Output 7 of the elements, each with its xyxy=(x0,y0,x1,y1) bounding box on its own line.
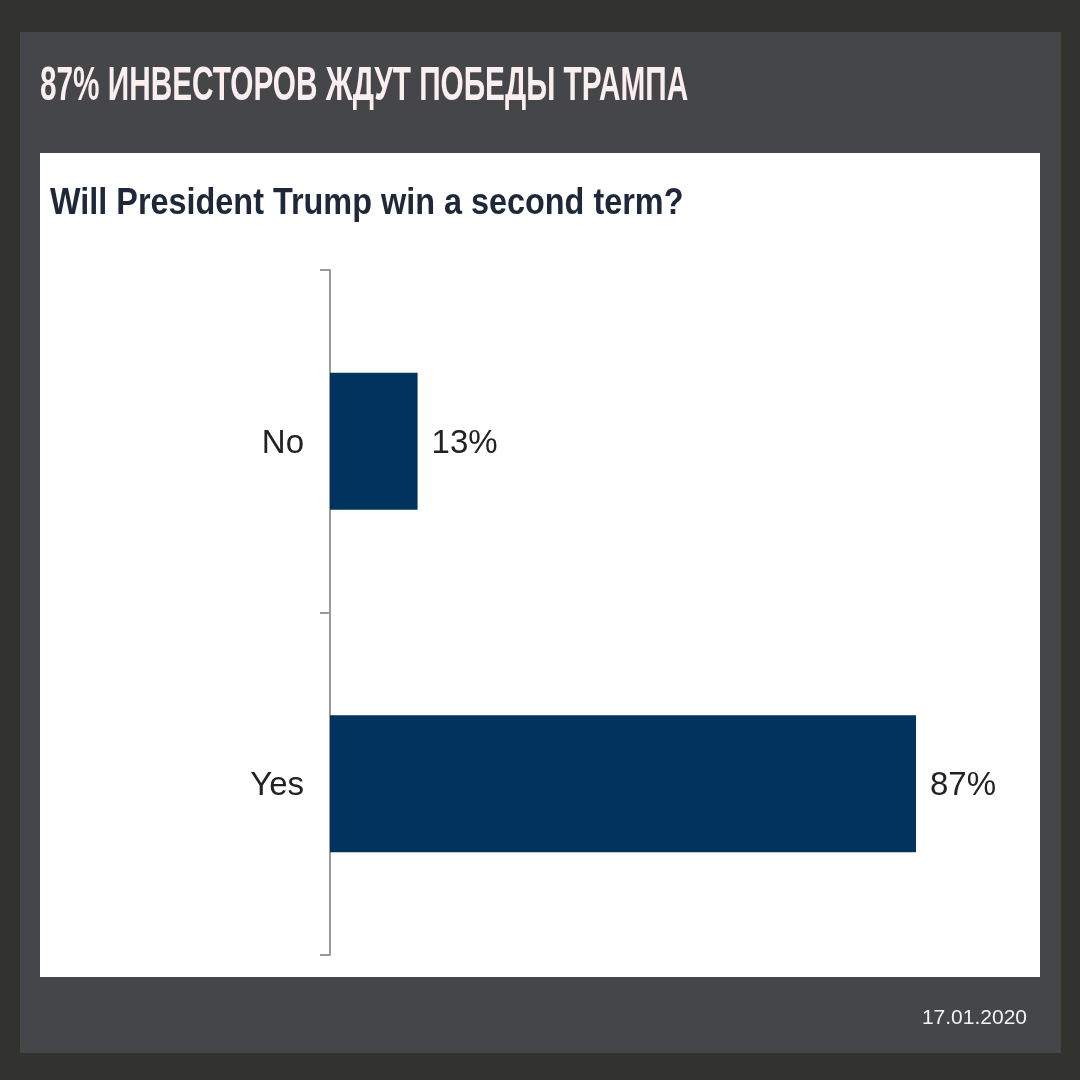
chart-title: 87% ИНВЕСТОРОВ ЖДУТ ПОБЕДЫ ТРАМПА xyxy=(40,56,689,112)
data-label: 13% xyxy=(431,422,498,460)
data-label: 87% xyxy=(930,765,997,803)
chart-subtitle: Will President Trump win a second term? xyxy=(50,181,684,223)
y-tick-label: No xyxy=(261,422,304,460)
text: 17.01.2020 xyxy=(921,1004,1027,1030)
y-tick-label: Yes xyxy=(250,765,304,803)
